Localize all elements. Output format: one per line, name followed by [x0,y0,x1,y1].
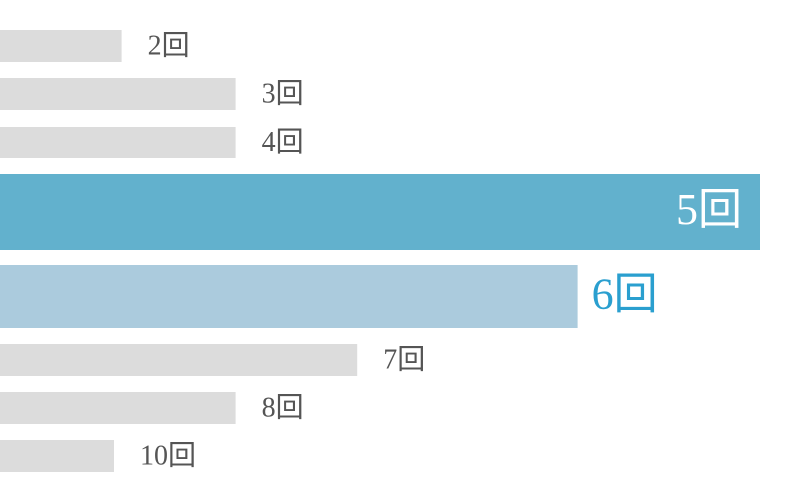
bar-label: 4回 [262,127,304,158]
bar [0,78,236,110]
bar-label: 3回 [262,78,304,109]
bar-label: 5回 [676,185,742,234]
bar [0,30,122,62]
bar-label: 7回 [383,344,425,375]
bar [0,392,236,424]
bar-label: 6回 [592,270,658,319]
bar-label: 8回 [262,392,304,423]
bar [0,127,236,158]
bar [0,344,358,376]
bar-label: 10回 [140,440,196,471]
bar [0,174,760,250]
bar [0,265,578,328]
bar [0,440,114,472]
bar-label: 2回 [148,30,190,61]
